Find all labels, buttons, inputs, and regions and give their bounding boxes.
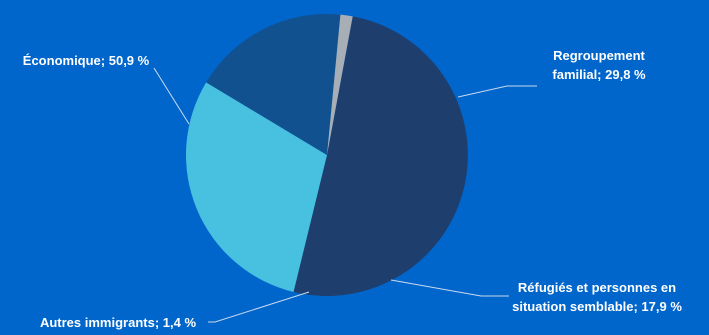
leader-line-economique	[153, 67, 190, 125]
data-label-economique: Économique; 50,9 %	[23, 53, 150, 68]
leader-line-refugies	[390, 279, 509, 297]
data-label-line: situation semblable; 17,9 %	[512, 299, 682, 314]
data-label-regroupement-familial: Regroupement familial; 29,8 %	[552, 48, 646, 82]
pie-slice-economique	[293, 16, 468, 296]
leader-line-regroupement-familial	[457, 85, 537, 98]
pie-slice-autres-immigrants	[327, 14, 353, 156]
data-label-autres-immigrants: Autres immigrants; 1,4 %	[40, 315, 196, 330]
data-label-line: Réfugiés et personnes en	[518, 280, 676, 295]
data-label-line: Économique; 50,9 %	[23, 53, 150, 68]
leader-line-autres-immigrants	[208, 291, 310, 323]
pie-slice-regroupement-familial	[185, 82, 327, 292]
data-label-refugies: Réfugiés et personnes en situation sembla…	[512, 280, 682, 314]
data-label-line: Regroupement	[553, 48, 645, 63]
data-label-line: familial; 29,8 %	[552, 67, 646, 82]
data-label-line: Autres immigrants; 1,4 %	[40, 315, 196, 330]
pie-slice-refugies	[206, 13, 341, 156]
